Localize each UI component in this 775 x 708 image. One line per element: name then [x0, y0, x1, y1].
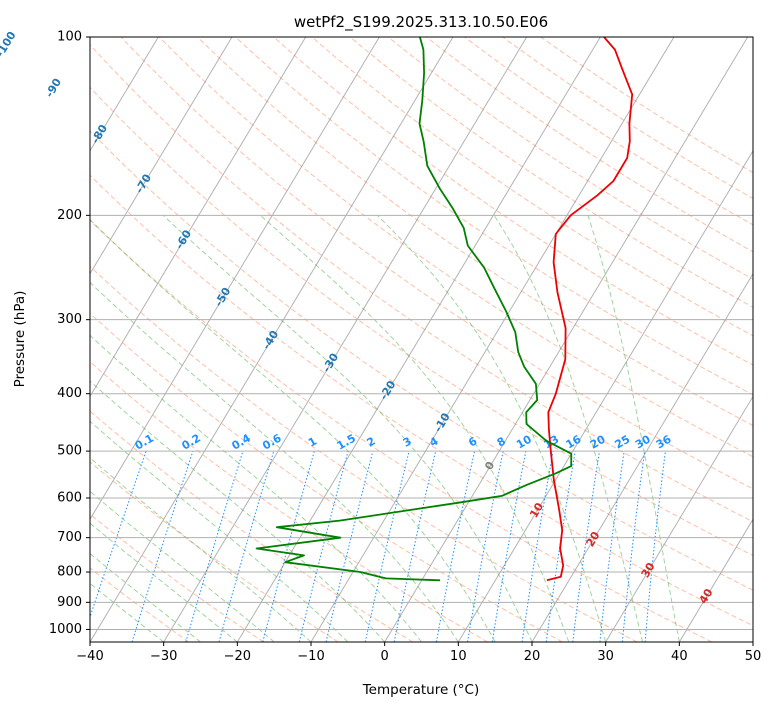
mixing-ratio-line [262, 450, 315, 642]
dry-adiabat [90, 513, 264, 642]
moist-adiabat [376, 214, 607, 642]
temperature-line [546, 37, 634, 582]
moist-adiabat [90, 380, 386, 642]
mixing-ratio-line [325, 450, 374, 642]
mixing-ratio-line [467, 451, 504, 642]
mixing-ratio-line [364, 450, 410, 642]
isotherm-line [90, 37, 454, 642]
dry-adiabat [90, 410, 414, 642]
mixing-ratio-line [644, 451, 666, 642]
mixing-ratio-line [185, 450, 244, 642]
isotherm-line [163, 37, 528, 642]
y-axis-label: Pressure (hPa) [12, 291, 28, 388]
mixing-ratio-line [218, 450, 275, 642]
x-tick-label: 0 [381, 649, 389, 664]
dry-adiabat [464, 37, 753, 226]
dewpoint-line [255, 37, 573, 582]
plot-area [90, 37, 753, 642]
dry-adiabat [90, 130, 753, 591]
dry-adiabat [90, 86, 753, 557]
y-tick-label: 500 [57, 444, 82, 459]
y-tick-label: 300 [57, 312, 82, 327]
dry-adiabat [273, 37, 753, 366]
dry-adiabat [540, 37, 753, 174]
dry-adiabat [90, 265, 638, 642]
dry-adiabat [90, 219, 712, 642]
moist-adiabat [493, 215, 643, 642]
chart-title: wetPf2_S199.2025.313.10.50.E06 [294, 13, 548, 32]
isotherm-line [531, 272, 753, 642]
mixing-ratio-line [621, 451, 646, 642]
x-tick-label: −40 [76, 649, 103, 664]
mixing-ratio-line [435, 450, 475, 642]
isotherm-line [457, 149, 753, 642]
mixing-ratio-line [521, 451, 554, 642]
background-lines [90, 37, 753, 642]
y-tick-label: 600 [57, 491, 82, 506]
mixing-ratio-line [599, 451, 625, 642]
y-tick-label: 800 [57, 565, 82, 580]
isotherm-line [90, 37, 233, 275]
x-tick-label: 10 [450, 649, 467, 664]
x-tick-label: 50 [745, 649, 762, 664]
profile-series [255, 37, 634, 582]
dry-adiabat [426, 37, 753, 253]
mixing-ratio-line [491, 451, 527, 642]
moist-adiabat [260, 214, 570, 642]
mixing-ratio-line [393, 450, 437, 642]
x-axis-label: Temperature (°C) [362, 682, 480, 698]
dry-adiabat [197, 37, 753, 427]
moist-adiabat [90, 420, 349, 642]
moist-adiabat [90, 552, 201, 642]
dry-adiabat [90, 461, 339, 642]
y-tick-label: 400 [57, 386, 82, 401]
mixing-ratio-line [572, 451, 600, 642]
dry-adiabat [235, 37, 753, 396]
isotherm-line [605, 395, 753, 642]
moist-adiabat [90, 457, 312, 642]
x-tick-label: −20 [224, 649, 251, 664]
axes: −40 −30 −20 −10 0 10 20 30 40 50 100 200 300 400 500 60… [49, 30, 761, 665]
dry-adiabat [90, 312, 563, 642]
x-tick-label: −30 [150, 649, 177, 664]
moist-adiabat [162, 214, 533, 642]
isotherm-line [90, 37, 307, 398]
isotherm-line [310, 37, 675, 642]
y-tick-label: 200 [57, 208, 82, 223]
isotherm-line [90, 37, 159, 152]
y-tick-label: 1000 [49, 622, 82, 637]
moist-adiabat [90, 334, 422, 642]
moist-adiabat [90, 582, 164, 642]
dry-adiabat [90, 174, 753, 627]
y-tick-label: 100 [57, 30, 82, 45]
isotherm-line [90, 37, 380, 521]
moist-adiabat [90, 281, 459, 642]
dry-adiabat [90, 360, 488, 642]
moist-adiabat [90, 218, 496, 642]
plot-frame [89, 36, 754, 643]
x-tick-label: −10 [297, 649, 324, 664]
dry-adiabat [349, 37, 753, 308]
isotherm-line [678, 518, 753, 642]
isotherm-line [236, 37, 601, 642]
x-tick-label: 30 [597, 649, 614, 664]
moist-adiabat [90, 522, 238, 642]
y-tick-label: 700 [57, 530, 82, 545]
mixing-ratio-line [298, 450, 349, 642]
y-tick-label: 900 [57, 595, 82, 610]
x-tick-label: 40 [671, 649, 688, 664]
x-tick-label: 20 [524, 649, 541, 664]
